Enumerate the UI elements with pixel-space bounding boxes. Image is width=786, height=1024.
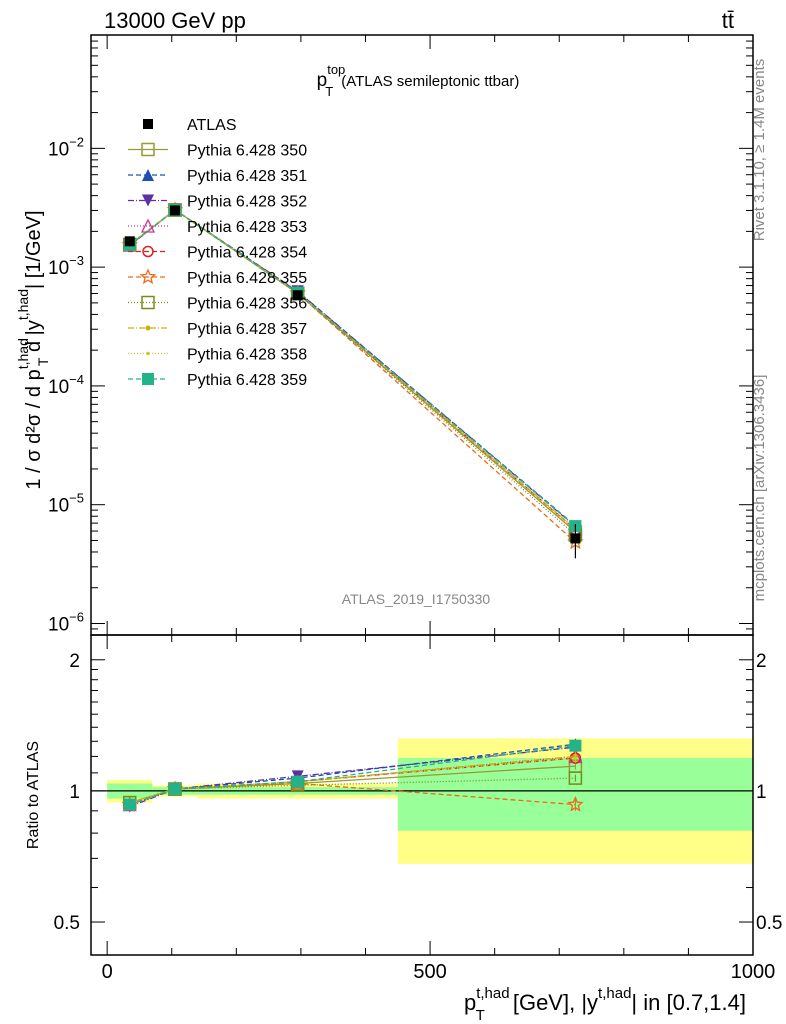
analysis-id: ATLAS_2019_I1750330: [342, 591, 491, 607]
ratio-series-line: [129, 757, 576, 804]
x-tick-label: 1000: [731, 961, 776, 983]
ratio-y-tick-label: 2: [69, 651, 80, 672]
data-point: [124, 236, 135, 247]
ratio-series-line: [129, 755, 576, 804]
ratio-band-stat: [397, 757, 753, 831]
y-tick-label: 10−2: [48, 134, 84, 160]
legend-label: Pythia 6.428 355: [187, 270, 307, 287]
legend-label: Pythia 6.428 359: [187, 372, 307, 389]
ratio-series-point: [123, 798, 136, 811]
ratio-series-line: [129, 746, 576, 808]
ratio-y-tick-label: 1: [69, 782, 80, 803]
data-point: [292, 290, 303, 301]
energy-label: 13000 GeV pp: [104, 8, 246, 33]
main-series-line: [129, 209, 576, 530]
legend: ATLAS Pythia 6.428 350 Pythia 6.428 351 Pyt…: [128, 117, 307, 389]
ratio-series-point: [168, 783, 181, 796]
legend-marker: [142, 194, 154, 207]
x-axis-label: pt,had T [GeV], |yt,had| in [0.7,1.4]: [464, 985, 746, 1024]
legend-label-data: ATLAS: [187, 117, 237, 134]
mcplots-label: mcplots.cern.ch [arXiv:1306.3436]: [751, 375, 768, 602]
legend-label: Pythia 6.428 356: [187, 296, 307, 313]
legend-marker: [145, 325, 151, 331]
ratio-y-tick-label: 0.5: [54, 913, 80, 934]
legend-marker-data: [143, 119, 153, 129]
rivet-label: Rivet 3.1.10, ≥ 1.4M events: [751, 59, 768, 242]
y-tick-label: 10−3: [48, 253, 84, 279]
y-axis-label: 1 / σ d²σ / d pt,had T d |yt,had| [1/GeV]: [15, 210, 51, 489]
ratio-y-tick-label-right: 0.5: [756, 913, 782, 934]
legend-label: Pythia 6.428 352: [187, 194, 307, 211]
x-tick-label: 0: [102, 961, 113, 983]
data-point: [169, 205, 180, 216]
process-label: tt̄: [722, 8, 734, 33]
ratio-series-point: [567, 795, 584, 812]
legend-marker: [142, 373, 154, 385]
y-tick-label: 10−4: [48, 372, 84, 398]
legend-label: Pythia 6.428 353: [187, 219, 307, 236]
data-point: [570, 533, 581, 544]
x-tick-label: 500: [413, 961, 446, 983]
legend-marker: [141, 295, 155, 310]
legend-marker: [139, 268, 157, 285]
legend-marker: [140, 218, 156, 233]
y-tick-label: 10−6: [48, 609, 84, 635]
ratio-series-point: [569, 739, 582, 752]
legend-label: Pythia 6.428 354: [187, 245, 307, 262]
ratio-series-line: [129, 777, 576, 804]
ratio-plot-frame: [90, 634, 754, 956]
legend-marker: [142, 169, 154, 181]
legend-marker: [142, 245, 154, 258]
ratio-y-tick-label-right: 2: [756, 651, 767, 672]
ratio-series-point: [568, 771, 583, 785]
legend-label: Pythia 6.428 358: [187, 347, 307, 364]
legend-label: Pythia 6.428 350: [187, 143, 307, 160]
ratio-series-point: [291, 775, 304, 788]
ratio-y-axis-label: Ratio to ATLAS: [25, 741, 42, 849]
ratio-series-point: [573, 756, 578, 760]
ratio-plot-layer: 0 500 1000 0.5 0.5 1 1 2 2: [54, 635, 782, 983]
legend-label: Pythia 6.428 351: [187, 168, 307, 185]
plot-title: ptop T(ATLAS semileptonic ttbar): [317, 62, 520, 99]
legend-marker: [146, 351, 150, 356]
legend-label: Pythia 6.428 357: [187, 321, 307, 338]
y-tick-label: 10−5: [48, 491, 84, 517]
main-plot-layer: 10−6 10−5 10−4 10−3 10−2: [48, 34, 754, 636]
ratio-y-tick-label-right: 1: [756, 782, 767, 803]
legend-marker: [141, 142, 155, 157]
